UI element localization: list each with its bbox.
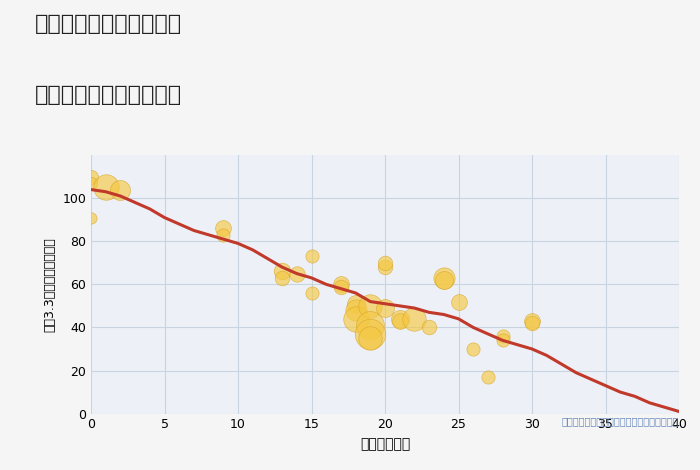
Point — [497, 332, 508, 340]
Text: 築年数別中古戸建て価格: 築年数別中古戸建て価格 — [35, 85, 182, 105]
Point — [482, 373, 493, 381]
Point — [379, 259, 391, 266]
Point — [85, 173, 97, 180]
Point — [526, 317, 538, 325]
Point — [394, 317, 405, 325]
Point — [526, 320, 538, 327]
Point — [438, 274, 449, 282]
Point — [365, 321, 376, 329]
Point — [85, 180, 97, 187]
Point — [335, 281, 346, 288]
Point — [468, 345, 479, 352]
Point — [453, 298, 464, 306]
Point — [424, 324, 435, 331]
Point — [365, 302, 376, 310]
Point — [306, 252, 317, 260]
Point — [350, 315, 361, 322]
Point — [85, 214, 97, 221]
Point — [409, 315, 420, 322]
Point — [379, 263, 391, 271]
Point — [218, 231, 229, 239]
Point — [394, 315, 405, 322]
Point — [306, 289, 317, 297]
Point — [291, 270, 302, 277]
Point — [218, 225, 229, 232]
Point — [115, 186, 126, 193]
Point — [438, 276, 449, 284]
Text: 円の大きさは、取引のあった物件面積を示す: 円の大きさは、取引のあった物件面積を示す — [561, 416, 679, 426]
Point — [350, 300, 361, 307]
X-axis label: 築年数（年）: 築年数（年） — [360, 437, 410, 451]
Point — [365, 335, 376, 342]
Point — [350, 306, 361, 314]
Point — [497, 337, 508, 344]
Point — [276, 274, 288, 282]
Point — [100, 184, 111, 191]
Point — [365, 330, 376, 337]
Text: 兵庫県西宮市名塩南台の: 兵庫県西宮市名塩南台の — [35, 14, 182, 34]
Point — [335, 283, 346, 290]
Y-axis label: 坪（3.3㎡）単価（万円）: 坪（3.3㎡）単価（万円） — [43, 237, 57, 332]
Point — [276, 267, 288, 275]
Point — [379, 304, 391, 312]
